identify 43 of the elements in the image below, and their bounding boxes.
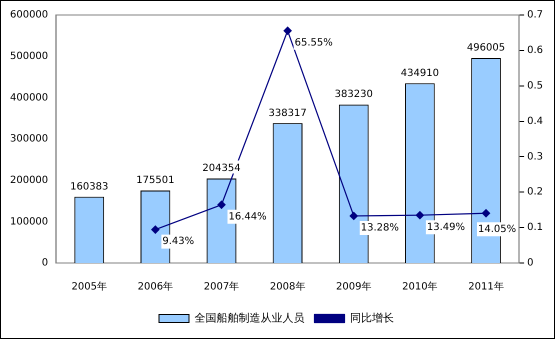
y-tick-label: 100000	[10, 216, 48, 228]
y-tick-label: 0	[42, 258, 48, 269]
data-label: 16.44%	[228, 211, 267, 222]
data-label: 160383	[70, 181, 108, 192]
y2-tick-label: 0.4	[527, 116, 544, 127]
legend-label: 同比增长	[350, 311, 394, 324]
y2-tick-label: 0.7	[527, 10, 544, 21]
data-label: 9.43%	[162, 236, 194, 248]
x-tick-label: 2009年	[336, 280, 372, 293]
y-tick-label: 500000	[10, 50, 48, 62]
data-label: 13.49%	[426, 222, 466, 233]
y2-tick-label: 0.1	[527, 222, 544, 234]
y-tick-label: 300000	[10, 134, 48, 145]
data-label: 65.55%	[294, 37, 333, 48]
x-tick-label: 2005年	[72, 280, 107, 293]
y2-tick-label: 0.5	[527, 80, 544, 92]
x-tick-label: 2010年	[402, 280, 438, 293]
y-tick-label: 200000	[10, 174, 48, 186]
point	[416, 211, 424, 220]
data-label: 204354	[202, 163, 241, 174]
point	[217, 200, 226, 209]
y2-tick-label: 0.6	[527, 45, 544, 56]
x-tick-label: 2008年	[270, 280, 306, 293]
data-label: 175501	[136, 175, 174, 186]
data-label: 338317	[268, 108, 307, 119]
x-tick-label: 2006年	[138, 280, 174, 293]
x-tick-label: 2007年	[204, 280, 240, 293]
data-label: 13.28%	[360, 222, 399, 234]
data-label: 383230	[334, 89, 373, 100]
y-tick-label: 400000	[10, 92, 48, 104]
y2-tick-label: 0.2	[527, 186, 544, 198]
y2-tick-label: 0	[527, 258, 534, 269]
legend-label: 全国船舶制造从业人员	[194, 311, 304, 324]
data-label: 434910	[400, 68, 439, 79]
data-label: 14.05%	[478, 224, 516, 235]
point	[284, 26, 292, 35]
y-tick-label: 600000	[10, 10, 48, 21]
point	[350, 212, 358, 220]
point	[482, 209, 490, 218]
y2-tick-label: 0.3	[527, 151, 544, 162]
point	[151, 225, 160, 234]
data-label: 496005	[466, 42, 506, 54]
x-tick-label: 2011年	[468, 280, 504, 293]
